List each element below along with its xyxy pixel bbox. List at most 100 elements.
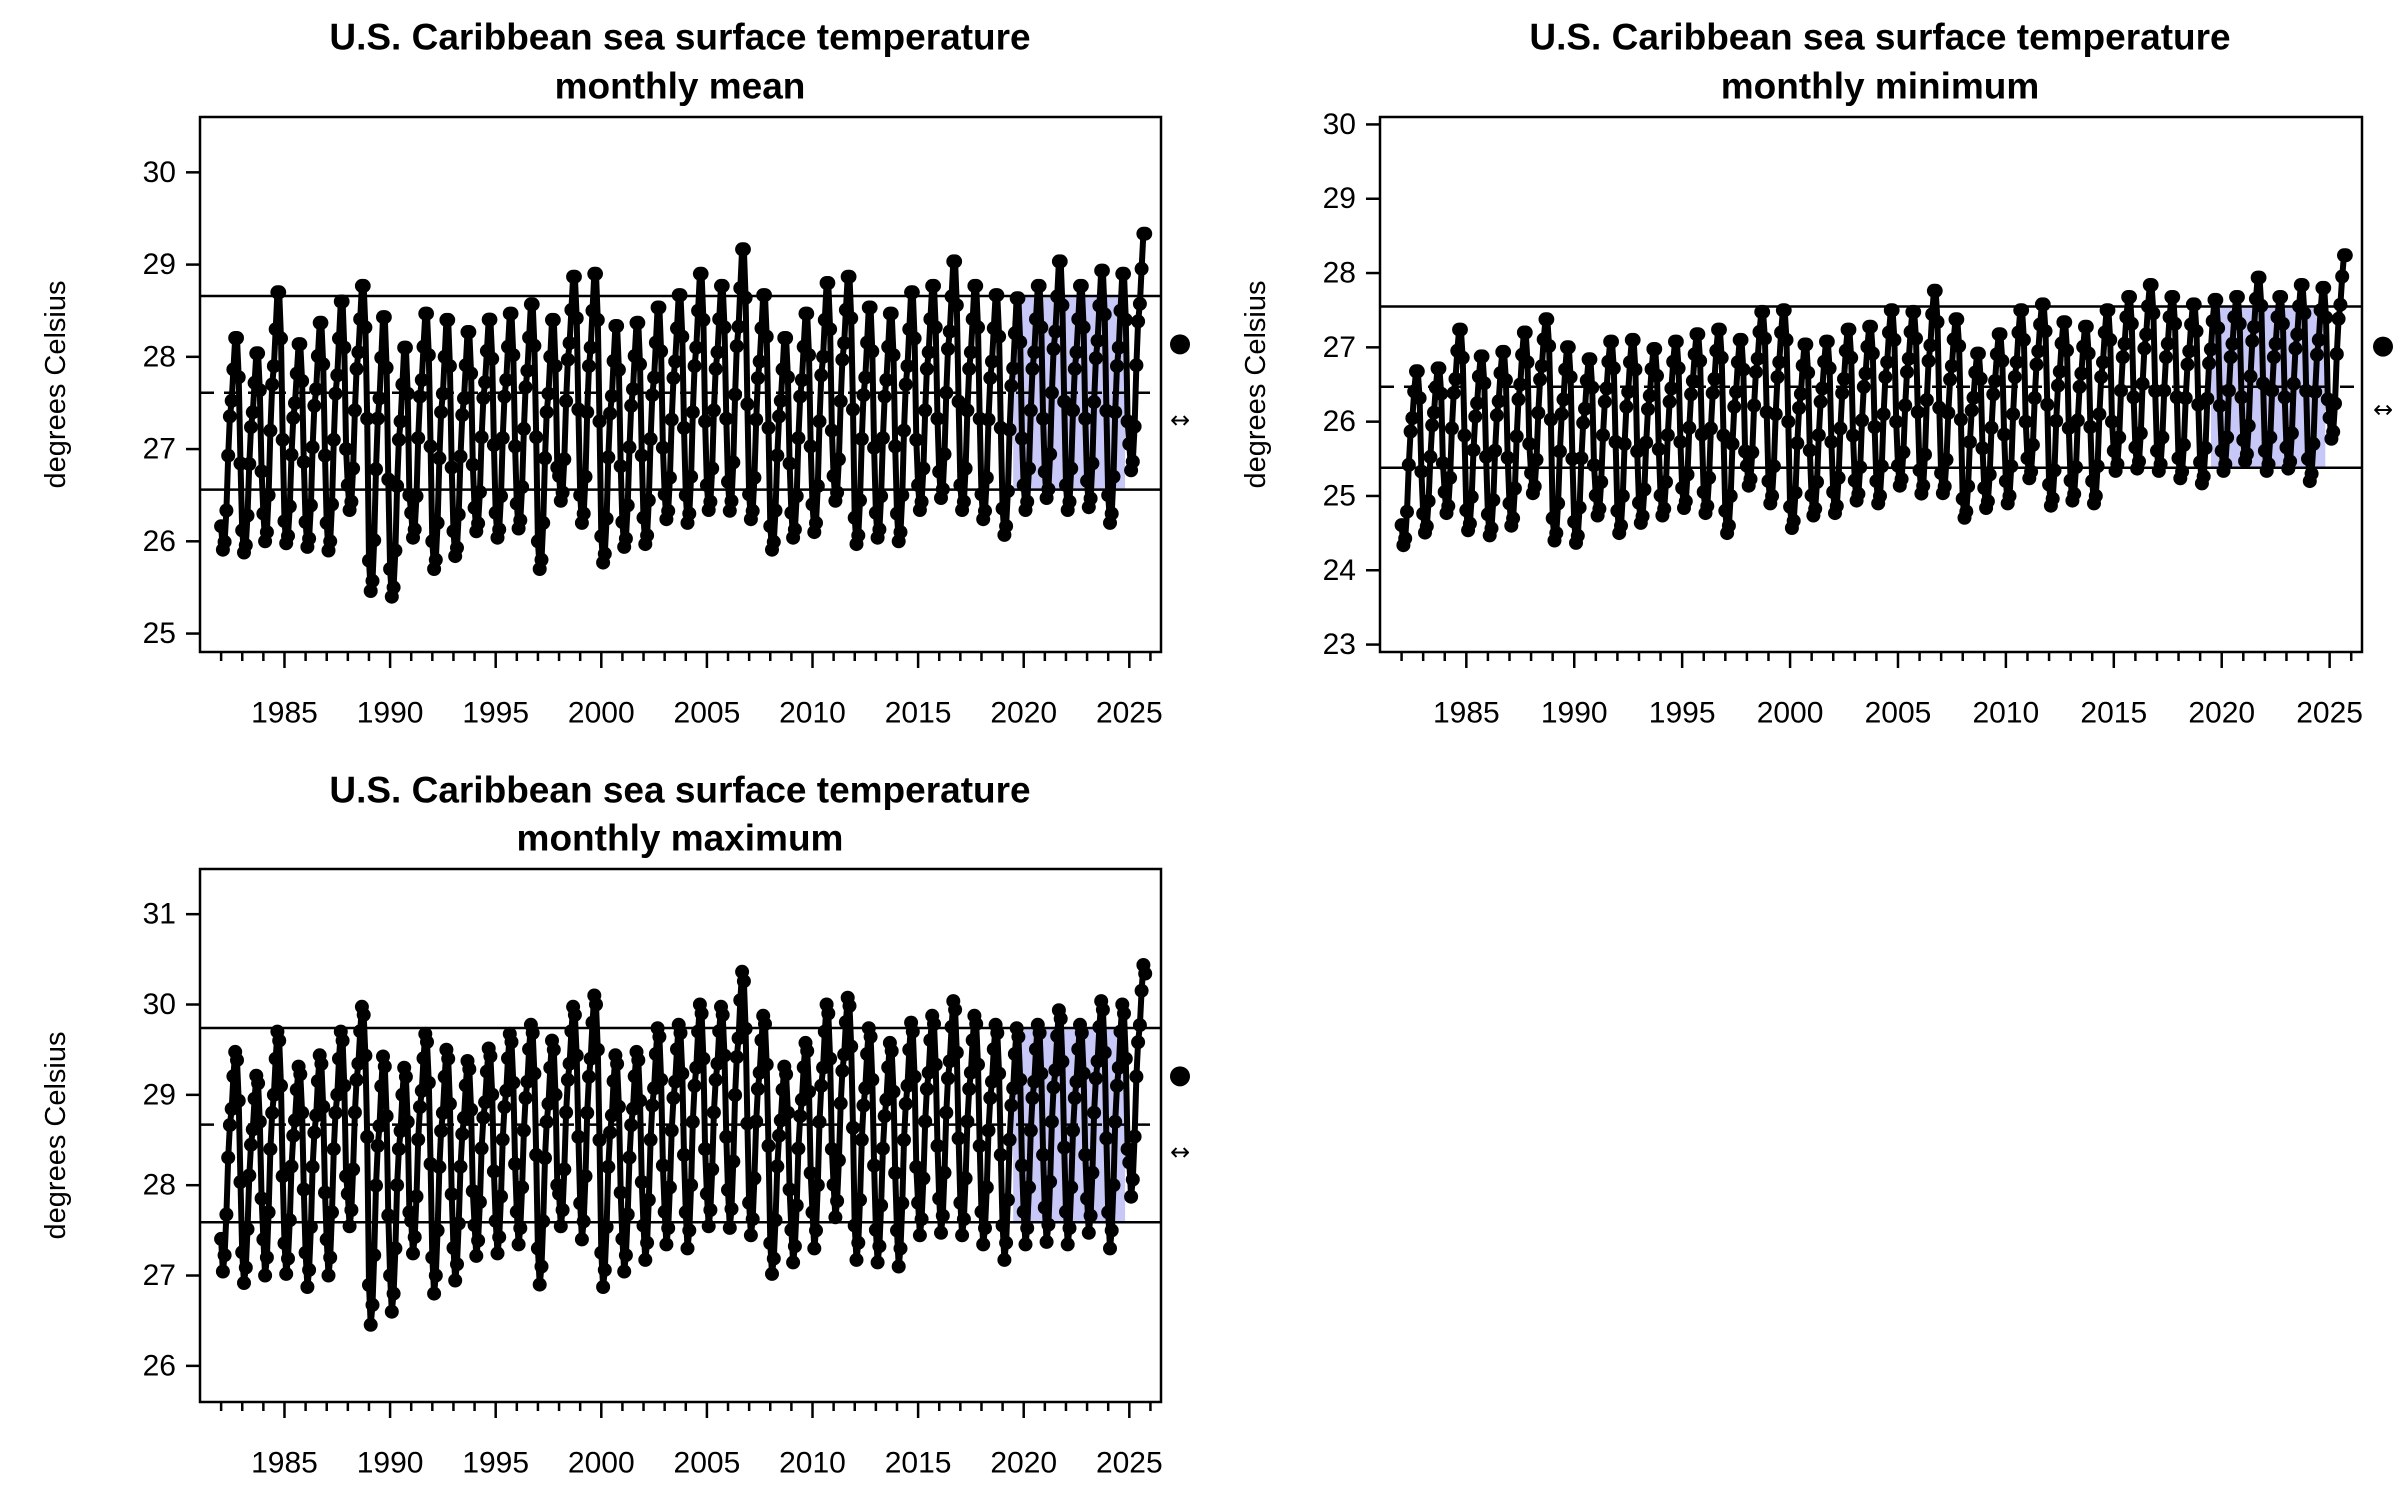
data-point — [706, 1105, 721, 1120]
data-point — [499, 373, 514, 387]
data-point — [1700, 499, 1715, 514]
x-tick-label: 2005 — [674, 697, 741, 730]
data-point — [937, 1165, 952, 1180]
data-point — [1966, 390, 1981, 405]
data-point — [1617, 436, 1632, 451]
data-point — [918, 403, 933, 418]
data-point — [446, 524, 461, 539]
data-point — [675, 329, 690, 344]
data-point — [2279, 440, 2294, 455]
data-point — [2319, 310, 2333, 325]
data-point — [715, 1007, 730, 1022]
data-point — [905, 1024, 920, 1039]
data-point — [219, 503, 234, 518]
data-point — [664, 1123, 679, 1138]
data-point — [770, 1159, 785, 1174]
data-point — [1131, 1035, 1146, 1050]
data-point — [817, 1024, 832, 1039]
data-point — [2283, 454, 2298, 469]
data-point — [710, 345, 725, 360]
data-point — [960, 1114, 975, 1129]
data-point — [1660, 428, 1675, 443]
plot-frame — [198, 115, 1163, 654]
data-point — [1910, 405, 1925, 420]
data-point — [597, 546, 612, 561]
data-point — [390, 1178, 405, 1193]
data-point — [851, 1235, 866, 1250]
data-point — [214, 1231, 229, 1246]
data-point — [853, 493, 867, 508]
data-point — [2004, 459, 2019, 474]
data-point — [1134, 983, 1149, 998]
data-point — [1628, 362, 1643, 377]
data-point — [953, 1195, 968, 1210]
data-point — [604, 389, 619, 404]
data-point — [455, 408, 470, 422]
data-point — [567, 269, 582, 284]
data-point — [1080, 473, 1095, 488]
data-point — [365, 1297, 380, 1312]
data-point — [1750, 351, 1765, 366]
data-point — [1919, 393, 1934, 407]
data-point — [726, 1154, 741, 1169]
data-point — [1443, 470, 1458, 485]
data-point — [522, 1042, 537, 1057]
data-point — [298, 515, 313, 529]
data-point — [890, 506, 904, 521]
data-point — [888, 439, 903, 454]
data-point — [244, 420, 258, 435]
data-point — [464, 1102, 479, 1117]
data-point — [1457, 428, 1472, 443]
data-point — [1867, 420, 1882, 434]
data-point — [2144, 278, 2159, 292]
data-point — [923, 1033, 938, 1048]
data-point — [1723, 489, 1738, 503]
data-point — [1869, 474, 1884, 489]
data-point — [599, 511, 614, 526]
data-point — [1118, 312, 1133, 327]
data-point — [2243, 369, 2258, 384]
data-point — [835, 1063, 850, 1078]
data-point — [941, 1071, 955, 1086]
data-point — [782, 456, 797, 471]
data-point — [2088, 489, 2103, 503]
data-point — [576, 506, 591, 521]
data-point — [1117, 1006, 1131, 1021]
data-point — [506, 1075, 521, 1090]
data-point — [383, 562, 398, 576]
data-point — [1484, 521, 1499, 536]
data-point — [284, 447, 299, 462]
data-point — [1015, 1158, 1029, 1173]
data-point — [821, 276, 836, 290]
y-tick-label: 30 — [143, 156, 176, 189]
data-point — [1048, 324, 1063, 339]
data-point — [488, 1213, 503, 1228]
data-point — [2067, 486, 2082, 501]
data-point — [893, 1241, 908, 1256]
data-point — [1405, 411, 1420, 426]
data-point — [1783, 499, 1798, 514]
data-point — [425, 534, 440, 549]
x-tick-label: 1995 — [462, 1447, 529, 1480]
data-point — [462, 325, 477, 339]
data-point — [307, 1125, 322, 1140]
data-point — [1641, 402, 1655, 417]
data-point — [1712, 322, 1727, 337]
data-point — [534, 1259, 549, 1274]
data-point — [509, 496, 524, 511]
data-point — [539, 405, 554, 420]
chart-panel-3: U.S. Caribbean sea surface temperature mo… — [40, 770, 1190, 1480]
data-point — [594, 529, 609, 544]
data-point — [1632, 495, 1646, 510]
y-axis-label: degrees Celsius — [40, 281, 72, 489]
data-point — [949, 298, 964, 313]
data-point — [2198, 441, 2213, 456]
data-point — [1986, 387, 2001, 402]
data-point — [474, 1141, 489, 1156]
data-point — [2137, 341, 2152, 356]
data-point — [1606, 361, 1621, 376]
data-point — [1448, 372, 1463, 386]
data-point — [807, 1241, 822, 1256]
data-point — [323, 1250, 338, 1265]
data-point — [773, 393, 788, 408]
